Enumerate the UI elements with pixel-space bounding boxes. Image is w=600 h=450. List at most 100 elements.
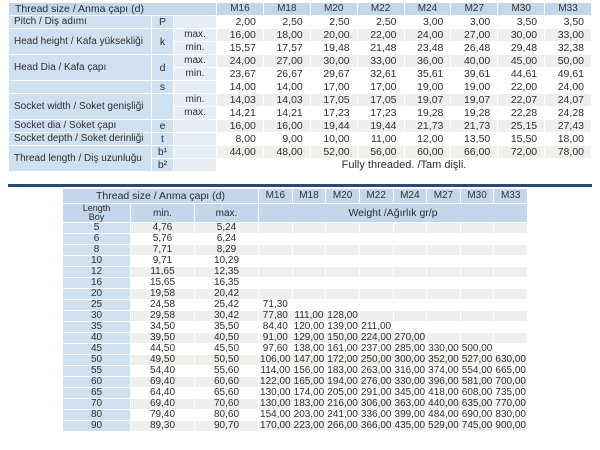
max-column-header: max. bbox=[194, 203, 259, 223]
table-row: 16 15,65 16,35 bbox=[62, 277, 528, 289]
value-cell: 15,57 bbox=[216, 41, 264, 55]
weight-cell: 399,00 bbox=[392, 409, 428, 421]
weight-cell bbox=[426, 332, 461, 344]
value-cell: 21,48 bbox=[356, 41, 405, 55]
weight-cell bbox=[392, 277, 428, 289]
value-cell: 10,00 bbox=[309, 132, 358, 146]
weight-cell bbox=[291, 299, 327, 311]
weight-cell: 330,00 bbox=[426, 343, 461, 355]
weight-header: Weight /Ağırlık gr/p bbox=[258, 203, 528, 223]
weight-cell: 138,00 bbox=[291, 343, 327, 355]
table-row: 65 64,40 65,60 130,00 174,00 205,00 291,00 345,… bbox=[62, 387, 528, 399]
value-cell: 14,21 bbox=[216, 106, 264, 120]
row-label: Head Dia / Kafa çapı bbox=[8, 54, 152, 81]
weight-cell: 735,00 bbox=[493, 387, 528, 399]
value-cell: 22,00 bbox=[356, 28, 405, 42]
table-row: 55 54,40 55,60 114,00 156,00 183,00 263,00 316,… bbox=[62, 365, 528, 377]
value-cell: 29,67 bbox=[309, 67, 358, 81]
weight-cell: 270,00 bbox=[392, 332, 428, 344]
weight-cell: 120,00 bbox=[291, 321, 327, 333]
row-label: Head height / Kafa yüksekliği bbox=[8, 28, 152, 55]
row-symbol: e bbox=[151, 119, 174, 133]
weight-cell: 161,00 bbox=[325, 343, 360, 355]
min-cell: 9,71 bbox=[130, 255, 195, 267]
weight-cell: 435,00 bbox=[392, 420, 428, 432]
table-row: Head Dia / Kafa çapı d max. 24,00 27,00 30,00… bbox=[8, 54, 592, 81]
size-column-header: M22 bbox=[358, 188, 394, 204]
weight-cell: 111,00 bbox=[291, 310, 327, 322]
weight-cell bbox=[358, 288, 394, 300]
weight-cell: 306,00 bbox=[358, 398, 394, 410]
length-cell: 16 bbox=[62, 277, 131, 289]
min-cell: 89,30 bbox=[130, 420, 195, 432]
table-row: 5 4,76 5,24 bbox=[62, 222, 528, 234]
min-cell: 15,65 bbox=[130, 277, 195, 289]
value-cell: 24,28 bbox=[544, 106, 592, 120]
weight-cell: 130,00 bbox=[258, 387, 293, 399]
table-divider bbox=[8, 184, 592, 187]
max-cell: 55,60 bbox=[194, 365, 259, 377]
value-cell: 30,00 bbox=[497, 28, 546, 42]
min-cell: 4,76 bbox=[130, 222, 195, 234]
max-cell: 80,60 bbox=[194, 409, 259, 421]
weight-cell: 139,00 bbox=[325, 321, 360, 333]
row-symbol: s bbox=[151, 80, 174, 94]
min-cell: 79,40 bbox=[130, 409, 195, 421]
weight-cell: 316,00 bbox=[392, 365, 428, 377]
weight-cell: 114,00 bbox=[258, 365, 293, 377]
min-cell: 64,40 bbox=[130, 387, 195, 399]
row-label: Socket depth / Soket derinliği bbox=[8, 132, 152, 146]
value-cell: 14,03 bbox=[216, 93, 264, 107]
value-cell: 17,05 bbox=[309, 93, 358, 107]
size-column-header: M33 bbox=[493, 188, 528, 204]
length-cell: 70 bbox=[62, 398, 131, 410]
weight-cell bbox=[325, 288, 360, 300]
size-column-header: M27 bbox=[426, 188, 461, 204]
weight-cell: 147,00 bbox=[291, 354, 327, 366]
weight-cell: 608,00 bbox=[459, 387, 495, 399]
size-column-header: M24 bbox=[392, 188, 428, 204]
weight-cell bbox=[426, 233, 461, 245]
value-cell: 16,00 bbox=[262, 119, 311, 133]
size-column-header: M20 bbox=[309, 2, 358, 16]
weight-cell: 128,00 bbox=[325, 310, 360, 322]
size-column-header: M16 bbox=[258, 188, 293, 204]
weight-cell bbox=[258, 255, 293, 267]
row-subqualifier: min. bbox=[173, 93, 217, 107]
length-cell: 80 bbox=[62, 409, 131, 421]
max-cell: 10,29 bbox=[194, 255, 259, 267]
value-cell: 78,00 bbox=[544, 145, 592, 159]
weight-cell: 529,00 bbox=[426, 420, 461, 432]
weight-cell bbox=[392, 288, 428, 300]
size-column-header: M22 bbox=[356, 2, 405, 16]
value-cell: 27,00 bbox=[262, 54, 311, 68]
max-cell: 20,42 bbox=[194, 288, 259, 300]
table-row: 45 44,50 45,50 97,60 138,00 161,00 237,00 285,0… bbox=[62, 343, 528, 355]
value-cell: 17,05 bbox=[356, 93, 405, 107]
weight-cell bbox=[459, 222, 495, 234]
min-cell: 39,50 bbox=[130, 332, 195, 344]
weight-cell: 223,00 bbox=[291, 420, 327, 432]
weight-cell bbox=[325, 277, 360, 289]
weight-cell bbox=[392, 299, 428, 311]
row-symbol bbox=[151, 93, 174, 120]
row-label: Pitch / Diş adımı bbox=[8, 15, 152, 29]
row-subqualifier bbox=[173, 158, 217, 172]
max-cell: 30,42 bbox=[194, 310, 259, 322]
size-column-header: M18 bbox=[262, 2, 311, 16]
weight-cell: 183,00 bbox=[325, 365, 360, 377]
weight-cell bbox=[258, 244, 293, 256]
value-cell: 19,07 bbox=[450, 93, 499, 107]
value-cell: 52,00 bbox=[309, 145, 358, 159]
table-row: 60 69,40 60,60 122,00 165,00 194,00 276,00 330,… bbox=[62, 376, 528, 388]
value-cell: 3,50 bbox=[497, 15, 546, 29]
value-cell: 2,50 bbox=[309, 15, 358, 29]
row-symbol: P bbox=[151, 15, 174, 29]
thread-size-title: Thread size / Anma çapı (d) bbox=[8, 2, 217, 16]
length-cell: 25 bbox=[62, 299, 131, 311]
value-cell: 2,50 bbox=[356, 15, 405, 29]
row-symbol: b² bbox=[151, 158, 174, 172]
row-subqualifier bbox=[173, 80, 217, 94]
weight-cell: 129,00 bbox=[291, 332, 327, 344]
